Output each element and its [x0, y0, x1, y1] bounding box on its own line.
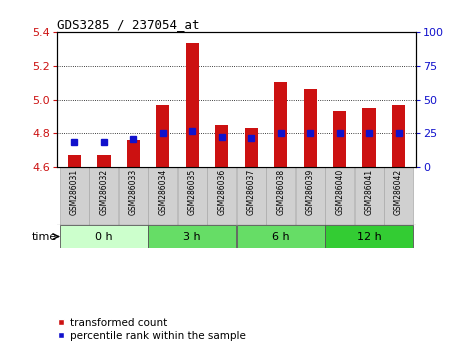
- Text: GSM286031: GSM286031: [70, 169, 79, 215]
- Text: GSM286040: GSM286040: [335, 169, 344, 215]
- Bar: [68, 155, 81, 167]
- Legend: transformed count, percentile rank within the sample: transformed count, percentile rank withi…: [53, 314, 250, 345]
- Text: 0 h: 0 h: [95, 232, 113, 241]
- Text: GSM286039: GSM286039: [306, 169, 315, 215]
- Text: 12 h: 12 h: [357, 232, 381, 241]
- Bar: [296, 167, 324, 225]
- Bar: [384, 167, 413, 225]
- Bar: [355, 167, 384, 225]
- Bar: [325, 167, 354, 225]
- Bar: [325, 225, 413, 248]
- Text: GSM286042: GSM286042: [394, 169, 403, 215]
- Bar: [178, 167, 207, 225]
- Text: time: time: [32, 232, 57, 241]
- Bar: [362, 108, 376, 167]
- Bar: [149, 225, 236, 248]
- Bar: [237, 225, 324, 248]
- Text: GSM286041: GSM286041: [365, 169, 374, 215]
- Bar: [119, 167, 148, 225]
- Bar: [156, 105, 169, 167]
- Text: 6 h: 6 h: [272, 232, 289, 241]
- Bar: [266, 167, 295, 225]
- Text: GSM286035: GSM286035: [188, 169, 197, 215]
- Text: GSM286033: GSM286033: [129, 169, 138, 215]
- Bar: [97, 155, 111, 167]
- Bar: [149, 167, 177, 225]
- Text: GDS3285 / 237054_at: GDS3285 / 237054_at: [57, 18, 199, 31]
- Bar: [304, 90, 317, 167]
- Bar: [127, 140, 140, 167]
- Bar: [392, 105, 405, 167]
- Bar: [237, 167, 266, 225]
- Bar: [274, 82, 287, 167]
- Bar: [333, 112, 346, 167]
- Text: GSM286036: GSM286036: [217, 169, 226, 215]
- Bar: [89, 167, 118, 225]
- Bar: [245, 128, 258, 167]
- Text: GSM286038: GSM286038: [276, 169, 285, 215]
- Text: GSM286034: GSM286034: [158, 169, 167, 215]
- Bar: [215, 125, 228, 167]
- Text: 3 h: 3 h: [184, 232, 201, 241]
- Text: GSM286037: GSM286037: [247, 169, 256, 215]
- Bar: [186, 43, 199, 167]
- Bar: [60, 225, 148, 248]
- Text: GSM286032: GSM286032: [99, 169, 108, 215]
- Bar: [60, 167, 89, 225]
- Bar: [207, 167, 236, 225]
